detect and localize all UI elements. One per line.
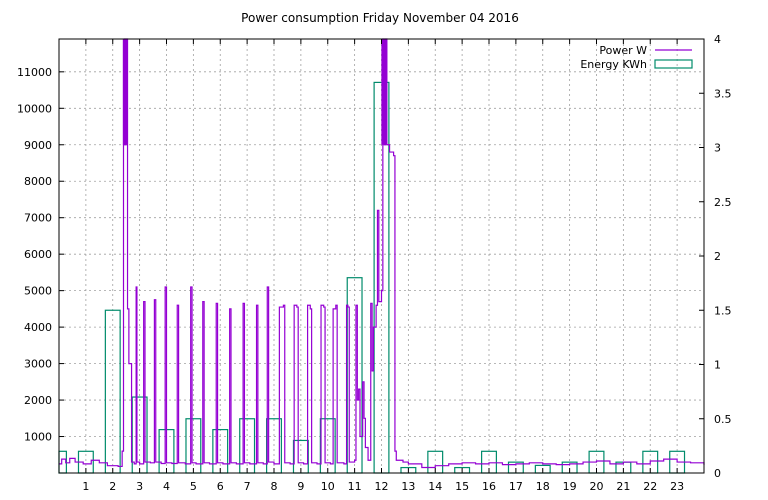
x-tick-label: 7 <box>244 480 251 493</box>
x-tick-label: 17 <box>509 480 523 493</box>
legend: Power W Energy KWh <box>580 44 693 71</box>
x-tick-label: 13 <box>401 480 415 493</box>
y2-tick-label: 0.5 <box>714 413 732 426</box>
y2-tick-label: 3.5 <box>714 87 732 100</box>
x-tick-label: 14 <box>428 480 442 493</box>
y-tick-label: 9000 <box>24 139 52 152</box>
x-tick-label: 12 <box>375 480 389 493</box>
legend-energy-swatch <box>654 59 693 69</box>
x-tick-label: 23 <box>670 480 684 493</box>
x-tick-label: 8 <box>271 480 278 493</box>
y2-tick-label: 3 <box>714 142 721 155</box>
x-tick-label: 18 <box>536 480 550 493</box>
y-tick-label: 2000 <box>24 394 52 407</box>
energy-bars <box>58 81 686 474</box>
x-tick-label: 21 <box>616 480 630 493</box>
y-tick-label: 3000 <box>24 358 52 371</box>
x-tick-label: 20 <box>590 480 604 493</box>
x-tick-label: 16 <box>482 480 496 493</box>
y-tick-label: 7000 <box>24 212 52 225</box>
y2-tick-label: 1 <box>714 359 721 372</box>
x-tick-label: 2 <box>109 480 116 493</box>
legend-power-label: Power W <box>599 44 647 57</box>
x-tick-label: 11 <box>348 480 362 493</box>
power-series-line <box>59 38 705 469</box>
x-axis-ticks: 1 2 3 4 5 6 7 8 9 10 11 12 13 14 15 16 17 18 19 20 21 22 23 <box>82 39 684 493</box>
x-tick-label: 19 <box>563 480 577 493</box>
power-line-layer <box>59 38 705 469</box>
x-tick-label: 9 <box>297 480 304 493</box>
x-tick-label: 6 <box>217 480 224 493</box>
y2-tick-label: 0 <box>714 467 721 480</box>
y-tick-label: 8000 <box>24 175 52 188</box>
grid-lines <box>59 39 704 473</box>
x-tick-label: 3 <box>136 480 143 493</box>
energy-bar <box>212 429 229 474</box>
x-tick-label: 15 <box>455 480 469 493</box>
x-tick-label: 5 <box>190 480 197 493</box>
y-tick-label: 1000 <box>24 431 52 444</box>
y-tick-label: 11000 <box>17 66 52 79</box>
chart-title: Power consumption Friday November 04 201… <box>241 11 519 25</box>
x-tick-label: 10 <box>321 480 335 493</box>
y-tick-label: 10000 <box>17 102 52 115</box>
y-tick-label: 4000 <box>24 321 52 334</box>
y2-tick-label: 2.5 <box>714 196 732 209</box>
x-tick-label: 4 <box>163 480 170 493</box>
legend-energy-label: Energy KWh <box>580 58 647 71</box>
x-tick-label: 1 <box>82 480 89 493</box>
y-tick-label: 6000 <box>24 248 52 261</box>
y2-tick-label: 2 <box>714 250 721 263</box>
y-tick-label: 5000 <box>24 285 52 298</box>
y2-tick-label: 1.5 <box>714 304 732 317</box>
y2-tick-label: 4 <box>714 33 721 46</box>
x-tick-label: 22 <box>643 480 657 493</box>
y-axis-ticks: 1000 2000 3000 4000 5000 6000 7000 8000 9000 1000… <box>17 66 64 444</box>
y2-axis-ticks: 0 0.5 1 1.5 2 2.5 3 3.5 4 <box>699 33 732 480</box>
